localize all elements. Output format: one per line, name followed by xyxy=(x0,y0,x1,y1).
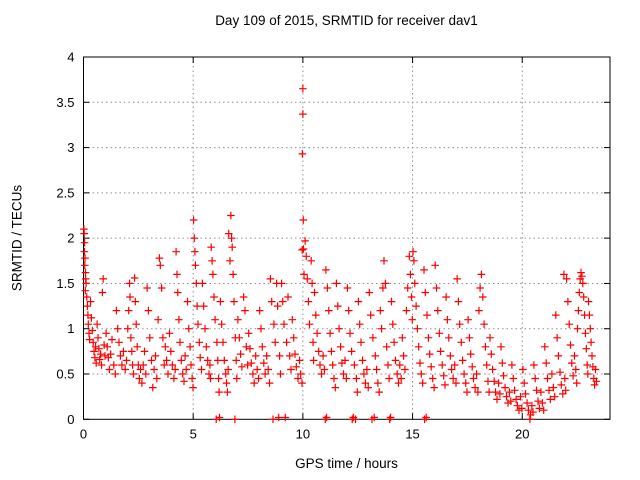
x-tick-label: 5 xyxy=(190,426,197,441)
chart-title: Day 109 of 2015, SRMTID for receiver dav… xyxy=(215,13,478,28)
y-tick-label: 4 xyxy=(67,50,74,65)
y-tick-label: 1.5 xyxy=(56,276,74,291)
x-tick-label: 15 xyxy=(405,426,419,441)
y-tick-label: 3 xyxy=(67,140,74,155)
y-tick-label: 1 xyxy=(67,321,74,336)
y-tick-label: 2 xyxy=(67,231,74,246)
x-tick-label: 0 xyxy=(80,426,87,441)
x-axis-label: GPS time / hours xyxy=(295,456,398,471)
y-tick-label: 0.5 xyxy=(56,367,74,382)
x-tick-label: 20 xyxy=(515,426,529,441)
y-tick-label: 2.5 xyxy=(56,185,74,200)
data-points xyxy=(80,84,601,424)
y-axis-label: SRMTID / TECUs xyxy=(9,184,25,292)
x-tick-label: 10 xyxy=(296,426,310,441)
y-tick-label: 3.5 xyxy=(56,95,74,110)
y-tick-label: 0 xyxy=(67,412,74,427)
